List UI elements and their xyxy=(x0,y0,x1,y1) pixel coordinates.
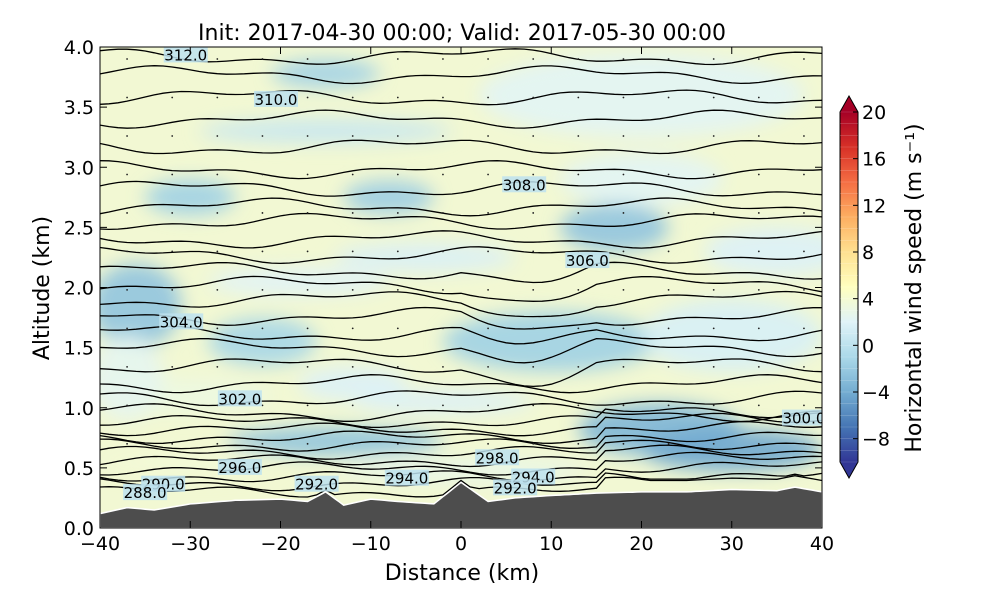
colorbar: −8 −4 0 4 8 12 16 20 xyxy=(839,94,890,480)
contour-label: 306.0 xyxy=(566,252,609,270)
theta-contour-line xyxy=(100,412,822,437)
contour-label: 302.0 xyxy=(218,390,261,408)
y-tick-label: 2.0 xyxy=(64,278,94,300)
y-tick-label: 3.0 xyxy=(64,157,94,179)
contour-labels: 312.0 310.0 308.0 306.0 304.0 302.0 300.0 298.0… xyxy=(123,46,825,502)
theta-contour-line xyxy=(100,261,822,284)
x-tick-label: 20 xyxy=(629,533,653,555)
theta-contour-line xyxy=(100,109,822,129)
theta-contour-line xyxy=(100,160,822,180)
contour-label: 304.0 xyxy=(160,313,203,331)
x-tick-label: −20 xyxy=(260,533,300,555)
x-tick-label: −10 xyxy=(351,533,391,555)
y-tick-label: 1.5 xyxy=(64,338,94,360)
theta-contour-line xyxy=(100,407,822,429)
theta-contour-line xyxy=(100,472,822,492)
y-tick-label: 0.5 xyxy=(64,458,94,480)
plot-area: 312.0 310.0 308.0 306.0 304.0 302.0 300.0 298.0… xyxy=(100,46,825,528)
theta-contour-line xyxy=(100,212,822,231)
colorbar-tick-label: −8 xyxy=(862,429,890,451)
contour-label: 308.0 xyxy=(503,176,546,194)
contour-label: 296.0 xyxy=(218,459,261,477)
theta-contour-line xyxy=(100,89,822,106)
theta-contour-line xyxy=(100,439,822,460)
y-tick-label: 0.0 xyxy=(64,518,94,540)
colorbar-label: Horizontal wind speed (m s⁻¹) xyxy=(902,123,927,452)
theta-contour-line xyxy=(100,65,822,85)
contour-label: 300.0 xyxy=(782,410,825,428)
colorbar-tick-label: 0 xyxy=(862,335,874,357)
y-tick-label: 3.5 xyxy=(64,97,94,119)
colorbar-tick-label: 20 xyxy=(862,102,886,124)
colorbar-tick-label: 8 xyxy=(862,242,874,264)
theta-contour-line xyxy=(100,275,822,302)
theta-contour-line xyxy=(100,475,822,498)
colorbar-tick-label: 16 xyxy=(862,149,886,171)
contour-label: 312.0 xyxy=(164,46,207,64)
theta-contour-line xyxy=(100,461,822,483)
theta-contour-line xyxy=(100,197,822,217)
y-tick-label: 1.0 xyxy=(64,398,94,420)
chart-title: Init: 2017-04-30 00:00; Valid: 2017-05-3… xyxy=(198,21,726,46)
theta-contours xyxy=(100,48,822,498)
x-tick-label: −40 xyxy=(80,533,120,555)
contour-label: 310.0 xyxy=(255,91,298,109)
wind-vectors xyxy=(126,58,805,445)
theta-contour-line xyxy=(100,374,822,394)
x-axis: −40 −30 −20 −10 0 10 20 30 40 xyxy=(80,47,834,555)
theta-contour-line xyxy=(100,230,822,249)
x-tick-label: 0 xyxy=(455,533,467,555)
colorbar-tick-label: 4 xyxy=(862,289,874,311)
theta-contour-line xyxy=(100,337,822,364)
theta-contour-line xyxy=(100,180,822,197)
colorbar-tick-label: 12 xyxy=(862,195,886,217)
y-axis: 0.0 0.5 1.0 1.5 2.0 2.5 3.0 3.5 4.0 xyxy=(64,37,822,540)
theta-contour-line xyxy=(100,306,822,330)
theta-contour-line xyxy=(100,431,822,452)
theta-contour-line xyxy=(100,403,822,423)
contour-label: 298.0 xyxy=(476,449,519,467)
x-tick-label: −30 xyxy=(170,533,210,555)
contour-label: 294.0 xyxy=(385,470,428,488)
theta-contour-line xyxy=(100,358,822,388)
x-tick-label: 40 xyxy=(810,533,834,555)
theta-contour-line xyxy=(100,290,822,318)
y-axis-label: Altitude (km) xyxy=(30,216,55,360)
contour-label: 292.0 xyxy=(494,479,537,497)
contour-label: 292.0 xyxy=(295,476,338,494)
colorbar-tick-label: −4 xyxy=(862,382,890,404)
y-tick-label: 2.5 xyxy=(64,217,94,239)
x-axis-label: Distance (km) xyxy=(385,561,540,586)
y-tick-label: 4.0 xyxy=(64,37,94,59)
x-tick-label: 30 xyxy=(720,533,744,555)
theta-contour-line xyxy=(100,325,822,345)
contour-label: 288.0 xyxy=(124,484,167,502)
theta-contour-line xyxy=(100,420,822,445)
terrain xyxy=(100,481,822,528)
x-tick-label: 10 xyxy=(539,533,563,555)
theta-contour-line xyxy=(100,139,822,155)
theta-contour-line xyxy=(100,246,822,265)
